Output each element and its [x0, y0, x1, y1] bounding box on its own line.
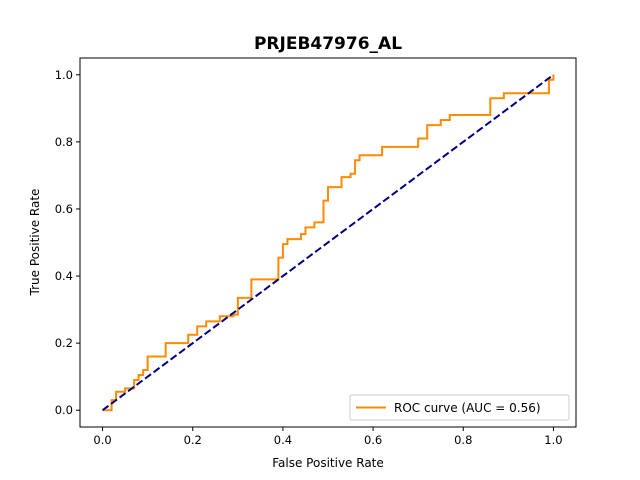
y-tick-label: 0.6	[55, 202, 73, 216]
y-tick-label: 0.4	[55, 269, 73, 283]
x-tick-label: 0.0	[93, 433, 111, 447]
roc-curve-line	[102, 74, 555, 412]
x-tick-label: 0.2	[184, 433, 202, 447]
chance-diagonal-line	[101, 73, 555, 412]
y-tick-label: 0.8	[55, 135, 73, 149]
x-tick-label: 0.8	[454, 433, 472, 447]
legend: ROC curve (AUC = 0.56)	[349, 394, 570, 421]
chart-title: PRJEB47976_AL	[254, 34, 402, 54]
y-tick-label: 0.2	[55, 336, 73, 350]
plot-frame	[79, 57, 577, 428]
x-tick-label: 0.4	[274, 433, 292, 447]
x-tick-label: 0.6	[364, 433, 382, 447]
x-tick-label: 1.0	[544, 433, 562, 447]
legend-box	[349, 394, 570, 421]
x-axis-label: False Positive Rate	[272, 456, 384, 470]
y-axis-label: True Positive Rate	[28, 189, 42, 297]
y-tick-label: 0.0	[55, 403, 73, 417]
y-tick-label: 1.0	[55, 68, 73, 82]
legend-label: ROC curve (AUC = 0.56)	[394, 401, 541, 415]
